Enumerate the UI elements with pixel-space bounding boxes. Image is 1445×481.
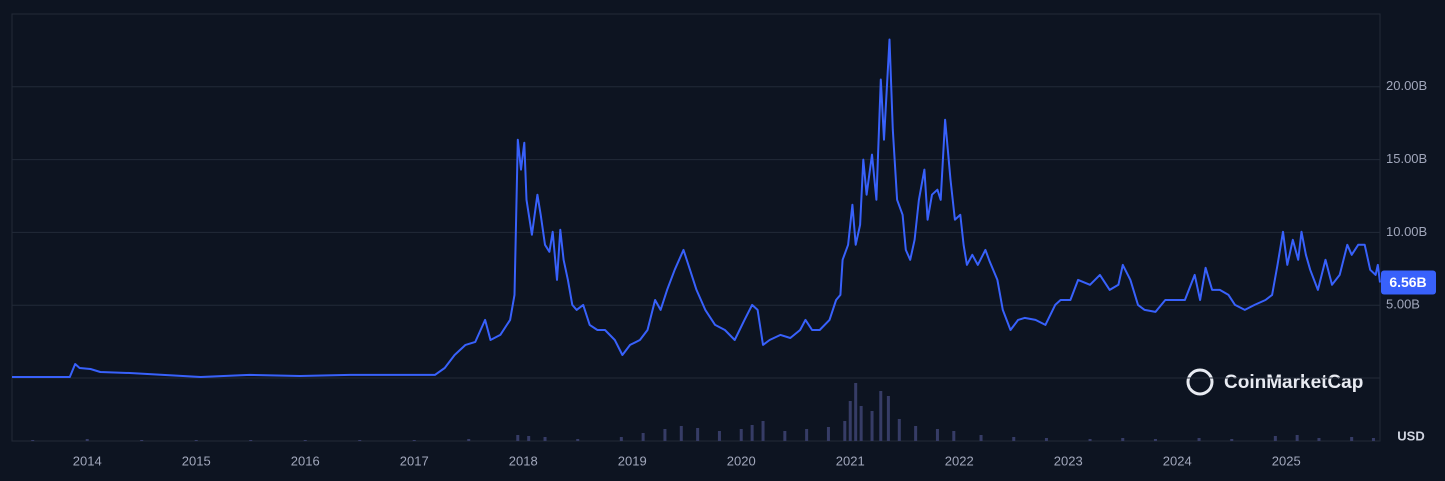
volume-bar — [1012, 437, 1016, 441]
y-tick-label: 20.00B — [1386, 78, 1427, 93]
x-tick-label: 2015 — [182, 453, 211, 468]
volume-bar — [886, 396, 890, 441]
volume-bar — [879, 391, 883, 441]
last-value-tag — [1381, 270, 1436, 295]
x-tick-label: 2019 — [618, 453, 647, 468]
currency-label: USD — [1397, 428, 1424, 443]
plot-frame — [11, 13, 1381, 442]
watermark: CoinMarketCap — [1186, 368, 1363, 396]
volume-bar — [303, 440, 307, 441]
volume-bar — [140, 440, 144, 441]
volume-bar — [783, 431, 787, 441]
x-tick-label: 2024 — [1163, 453, 1192, 468]
x-tick-label: 2020 — [727, 453, 756, 468]
volume-bar — [935, 429, 939, 441]
volume-bar — [543, 437, 547, 441]
volume-bar — [663, 429, 667, 441]
logo-icon — [1186, 368, 1214, 396]
volume-bar — [739, 429, 743, 441]
volume-bar — [1197, 438, 1201, 441]
volume-bar — [516, 435, 520, 441]
y-tick-label: 5.00B — [1386, 297, 1420, 312]
volume-bar — [848, 401, 852, 441]
volume-bar — [1044, 438, 1048, 441]
volume-bar — [1317, 438, 1321, 441]
x-tick-label: 2023 — [1054, 453, 1083, 468]
volume-bar — [854, 383, 858, 441]
volume-bar — [952, 431, 956, 441]
volume-bar — [979, 435, 983, 441]
volume-bar — [1295, 435, 1299, 441]
volume-bar — [1121, 438, 1125, 441]
price-line — [12, 38, 1381, 378]
x-tick-label: 2017 — [400, 453, 429, 468]
volume-bar — [1371, 438, 1375, 441]
x-tick-label: 2021 — [836, 453, 865, 468]
volume-bar — [1088, 439, 1092, 441]
volume-bar — [412, 440, 416, 441]
volume-bar — [870, 411, 874, 441]
volume-bar — [85, 439, 89, 441]
volume-bar — [358, 440, 362, 441]
volume-bar — [1230, 439, 1234, 441]
x-tick-label: 2018 — [509, 453, 538, 468]
volume-bar — [679, 426, 683, 441]
volume-bar — [641, 433, 645, 441]
volume-bar — [897, 419, 901, 441]
volume-bar — [1350, 437, 1354, 441]
volume-bar — [31, 440, 35, 441]
last-value-label: 6.56B — [1389, 274, 1426, 290]
volume-bar — [843, 421, 847, 441]
volume-bar — [914, 426, 918, 441]
logo-mark — [1190, 374, 1210, 390]
watermark-text: CoinMarketCap — [1224, 372, 1363, 393]
volume-bar — [249, 440, 253, 441]
volume-bar — [696, 428, 700, 441]
volume-bar — [805, 429, 809, 441]
volume-bar — [859, 406, 863, 441]
x-tick-label: 2014 — [73, 453, 102, 468]
x-tick-label: 2022 — [945, 453, 974, 468]
volume-bar — [467, 439, 471, 441]
volume-bar — [1273, 436, 1277, 441]
x-tick-label: 2025 — [1272, 453, 1301, 468]
x-tick-label: 2016 — [291, 453, 320, 468]
y-tick-label: 15.00B — [1386, 151, 1427, 166]
volume-bar — [619, 437, 623, 441]
volume-bar — [717, 431, 721, 441]
volume-bar — [1153, 439, 1157, 441]
volume-bar — [826, 427, 830, 441]
volume-bar — [761, 421, 765, 441]
y-tick-label: 10.00B — [1386, 224, 1427, 239]
volume-bar — [576, 439, 580, 441]
volume-bar — [194, 440, 198, 441]
volume-bar — [527, 436, 531, 441]
volume-bar — [750, 425, 754, 441]
